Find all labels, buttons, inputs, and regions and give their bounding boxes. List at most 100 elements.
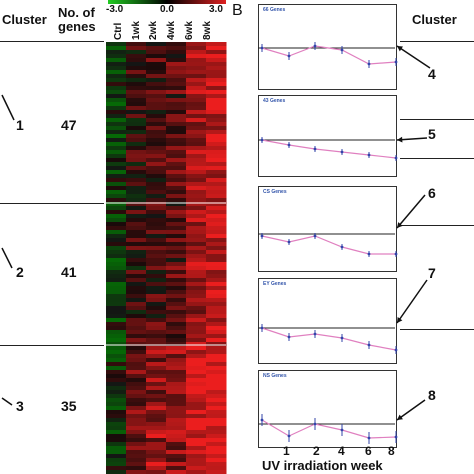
heatmap-cell — [146, 234, 167, 239]
heatmap-cell — [126, 282, 147, 287]
heatmap-cell — [166, 394, 187, 399]
heatmap-cell — [166, 342, 187, 347]
cluster-arrow-line — [396, 399, 426, 421]
heatmap-cell — [206, 42, 227, 47]
heatmap-cell — [126, 446, 147, 451]
profile-point — [394, 252, 398, 256]
profile-line — [261, 419, 397, 439]
heatmap-cell — [106, 434, 127, 439]
heatmap-cell — [206, 426, 227, 431]
heatmap-cell — [166, 210, 187, 215]
heatmap-cell — [206, 454, 227, 459]
heatmap-cell — [146, 446, 167, 451]
panel-b-label: B — [232, 2, 243, 19]
cluster-7-id: 7 — [428, 265, 436, 281]
heatmap-cell — [166, 402, 187, 407]
heatmap-cell — [166, 206, 187, 211]
heatmap-cell — [126, 134, 147, 139]
heatmap-cell — [186, 386, 207, 391]
profile-point — [340, 48, 344, 52]
heatmap-cell — [106, 214, 127, 219]
panel-4-title: 66 Genes — [263, 7, 286, 13]
heatmap-cell — [106, 342, 127, 347]
heatmap-cell — [206, 238, 227, 243]
profile-point — [340, 150, 344, 154]
heatmap-cell — [126, 326, 147, 331]
heatmap-cell — [106, 310, 127, 315]
heatmap-cell — [186, 446, 207, 451]
heatmap-cell — [106, 218, 127, 223]
heatmap-cell — [146, 274, 167, 279]
heatmap-cell — [166, 138, 187, 143]
heatmap-cell — [186, 54, 207, 59]
heatmap-cell — [186, 462, 207, 467]
heatmap-cell — [126, 146, 147, 151]
heatmap-cell — [186, 134, 207, 139]
profile-point — [394, 60, 398, 64]
heatmap-cell — [126, 366, 147, 371]
heatmap-cell — [146, 130, 167, 135]
heatmap-cell — [186, 118, 207, 123]
heatmap-cell — [106, 466, 127, 471]
heatmap-cell — [166, 154, 187, 159]
heatmap-cell — [146, 386, 167, 391]
heatmap-cell — [186, 346, 207, 351]
heatmap-cell — [106, 122, 127, 127]
heatmap-cell — [126, 114, 147, 119]
heatmap-cell — [166, 126, 187, 131]
heatmap-cell — [126, 218, 147, 223]
heatmap-cell — [126, 346, 147, 351]
heatmap-cell — [146, 374, 167, 379]
heatmap-cell — [126, 122, 147, 127]
heatmap-cell — [146, 326, 167, 331]
heatmap-cell — [126, 222, 147, 227]
heatmap-cell — [146, 226, 167, 231]
heatmap-cell — [166, 454, 187, 459]
profile-point — [287, 335, 291, 339]
heatmap-cell — [106, 226, 127, 231]
heatmap-cell — [206, 246, 227, 251]
heatmap-cell — [186, 194, 207, 199]
heatmap-cell — [206, 182, 227, 187]
heatmap-cell — [106, 110, 127, 115]
heatmap-cell — [126, 158, 147, 163]
heatmap-cell — [126, 286, 147, 291]
heatmap-cell — [166, 118, 187, 123]
heatmap-cell — [146, 282, 167, 287]
cluster-8-id: 8 — [428, 387, 436, 403]
cluster-1-genes: 47 — [61, 117, 77, 133]
heatmap-cell — [146, 454, 167, 459]
heatmap-cell — [146, 50, 167, 55]
heatmap-cell — [146, 382, 167, 387]
heatmap-cell — [186, 94, 207, 99]
heatmap-cell — [166, 102, 187, 107]
heatmap-cell — [106, 154, 127, 159]
heatmap-cell — [186, 270, 207, 275]
heatmap-cell — [106, 74, 127, 79]
heatmap-cell — [166, 398, 187, 403]
heatmap-cell — [186, 434, 207, 439]
profile-point — [313, 44, 317, 48]
heatmap-cell — [186, 402, 207, 407]
heatmap-cell — [206, 94, 227, 99]
heatmap-cell — [166, 134, 187, 139]
heatmap-cell — [106, 314, 127, 319]
heatmap-cell — [146, 258, 167, 263]
heatmap-cell — [206, 110, 227, 115]
heatmap-cell — [126, 42, 147, 47]
heatmap-cell — [146, 270, 167, 275]
heatmap-cell — [106, 458, 127, 463]
heatmap-cell — [166, 42, 187, 47]
profile-point — [367, 343, 371, 347]
heatmap-cell — [186, 214, 207, 219]
heatmap-cell — [126, 294, 147, 299]
heatmap-cell — [146, 334, 167, 339]
heatmap-cell — [206, 306, 227, 311]
heatmap-cell — [186, 254, 207, 259]
heatmap-cell — [166, 234, 187, 239]
heatmap-cell — [106, 382, 127, 387]
heatmap-cell — [146, 106, 167, 111]
heatmap-cell — [126, 98, 147, 103]
heatmap-cell — [126, 462, 147, 467]
heatmap-cell — [106, 234, 127, 239]
